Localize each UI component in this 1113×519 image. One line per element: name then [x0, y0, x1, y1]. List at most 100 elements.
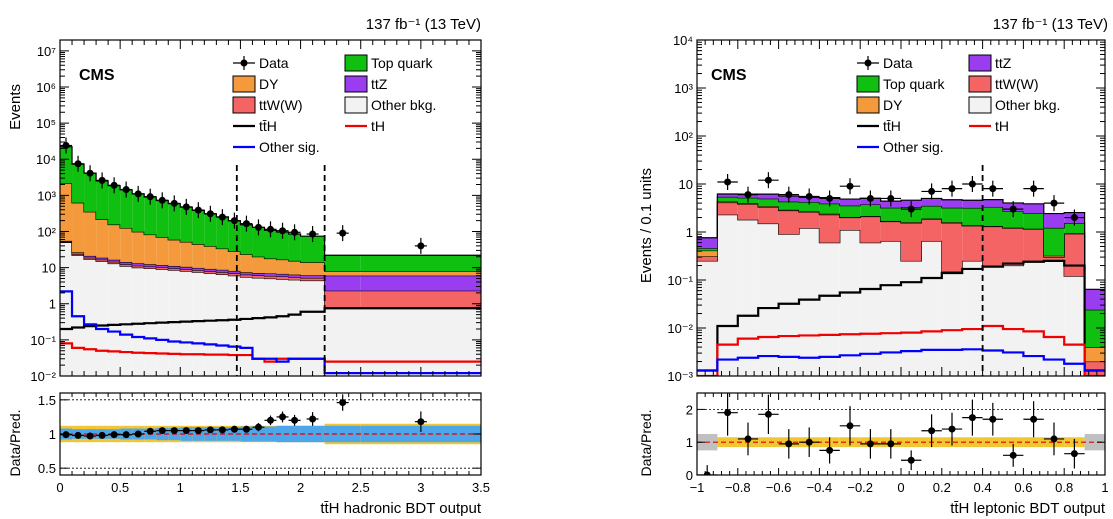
legend-label-data: Data	[883, 55, 913, 71]
data-point	[98, 176, 106, 184]
stack-bar-dy	[216, 248, 229, 270]
stack-bar-other_bkg	[962, 260, 983, 376]
main-plot-area	[60, 146, 481, 376]
stack-bar-ttw	[72, 254, 85, 256]
stack-bar-ttw	[737, 204, 759, 220]
ratio-unc-band	[901, 437, 922, 448]
ratio-point	[122, 431, 130, 439]
main-frame	[59, 39, 482, 377]
stack-bar-other_bkg	[860, 242, 881, 376]
stack-bar-ttw	[144, 266, 157, 269]
x-axis-label: tt̄H hadronic BDT output	[320, 500, 481, 517]
stack-bar-other_bkg	[839, 230, 861, 376]
stack-bar-top	[819, 203, 840, 214]
data-point	[907, 205, 915, 213]
legend-label-ttz: ttZ	[995, 55, 1012, 71]
stack-bar-other_bkg	[300, 280, 325, 376]
y-tick-label: 10	[42, 261, 56, 276]
stack-bar-ttz	[144, 264, 157, 267]
stack-bar-ttz	[962, 200, 983, 208]
stack-bar-other_bkg	[941, 271, 963, 376]
ratio-point	[74, 431, 82, 439]
x-tick-label: −0.2	[847, 480, 873, 495]
ratio-plot-area	[60, 394, 481, 469]
stack-bar-ttz	[168, 265, 181, 269]
stack-bar-dy	[1043, 255, 1065, 258]
data-point	[826, 194, 834, 202]
ratio-point	[291, 416, 299, 424]
ratio-point	[846, 422, 854, 430]
stack-bar-top	[72, 164, 85, 203]
legend-marker-ttz	[344, 75, 368, 93]
ratio-point	[86, 432, 94, 440]
stack-bar-other_bkg	[276, 279, 289, 376]
stack-bar-dy	[120, 228, 133, 263]
stack-bar-other_bkg	[799, 228, 820, 376]
data-point	[206, 210, 214, 218]
data-point	[267, 225, 274, 233]
ratio-point	[1050, 435, 1058, 443]
stack-bar-other_bkg	[252, 277, 265, 376]
stack-bar-other_bkg	[360, 307, 481, 376]
stack-bar-dy	[84, 211, 97, 256]
stack-bar-other_bkg	[1023, 260, 1044, 376]
ratio-point	[146, 427, 154, 435]
ratio-point	[805, 438, 813, 446]
stack-bar-ttz	[72, 252, 85, 255]
stack-bar-ttz	[288, 274, 301, 278]
ratio-y-tick-label: 0.5	[38, 461, 56, 476]
data-point	[339, 229, 347, 237]
stack-bar-ttz	[180, 266, 193, 270]
stack-bar-other_bkg	[1003, 265, 1024, 376]
stack-bar-ttz	[132, 263, 145, 266]
stack-bar-top	[360, 255, 481, 272]
signal-line-tth	[697, 259, 1105, 372]
stack-bar-ttz	[839, 199, 861, 206]
data-point	[279, 227, 287, 235]
stack-bar-dy	[96, 219, 109, 258]
data-point	[122, 186, 130, 194]
stack-bar-other_bkg	[982, 265, 1003, 376]
stack-bar-dy	[240, 254, 253, 273]
data-point	[948, 185, 956, 193]
main-plot-area	[697, 193, 1105, 376]
stack-bar-other_bkg	[880, 240, 901, 376]
ratio-point	[989, 415, 997, 423]
stack-bar-ttw	[84, 257, 97, 260]
legend-marker-ttw	[968, 75, 992, 93]
ratio-point	[110, 431, 118, 439]
stack-bar-ttz	[120, 262, 133, 265]
ratio-point	[1030, 415, 1038, 423]
ratio-point	[785, 440, 793, 448]
ratio-point	[267, 416, 274, 424]
stack-bar-top	[880, 207, 901, 221]
stack-bar-other_bkg	[819, 242, 840, 376]
y-tick-label: 10⁶	[36, 80, 56, 95]
ratio-point	[928, 427, 936, 435]
ratio-y-tick-label: 1	[686, 435, 693, 450]
y-axis-label: Events / 0.1 units	[638, 168, 655, 283]
ratio-point	[339, 399, 347, 407]
stack-bar-other_bkg	[228, 275, 241, 376]
stack-bar-other_bkg	[737, 219, 759, 376]
data-point	[1009, 205, 1017, 213]
stack-bar-other_bkg	[921, 240, 942, 376]
stack-bar-ttw	[252, 275, 265, 278]
stack-bar-dy	[697, 250, 718, 257]
x-tick-label: 0.4	[974, 480, 992, 495]
ratio-frame	[696, 392, 1106, 476]
stack-bar-top	[1003, 211, 1024, 228]
stack-bar-top	[204, 213, 217, 247]
stack-bar-ttz	[216, 269, 229, 273]
x-tick-label: 2	[297, 480, 304, 495]
stack-bar-other_bkg	[180, 271, 193, 376]
y-tick-label: 1	[686, 225, 693, 240]
stack-bar-other_bkg	[120, 266, 133, 376]
y-tick-label: 10⁴	[673, 33, 693, 48]
stack-bar-top	[120, 189, 133, 229]
legend-marker-dy	[856, 96, 880, 114]
y-axis-label: Events	[7, 84, 24, 130]
data-point	[62, 142, 70, 150]
stack-bar-top	[132, 193, 145, 232]
ratio-point	[1009, 451, 1017, 459]
